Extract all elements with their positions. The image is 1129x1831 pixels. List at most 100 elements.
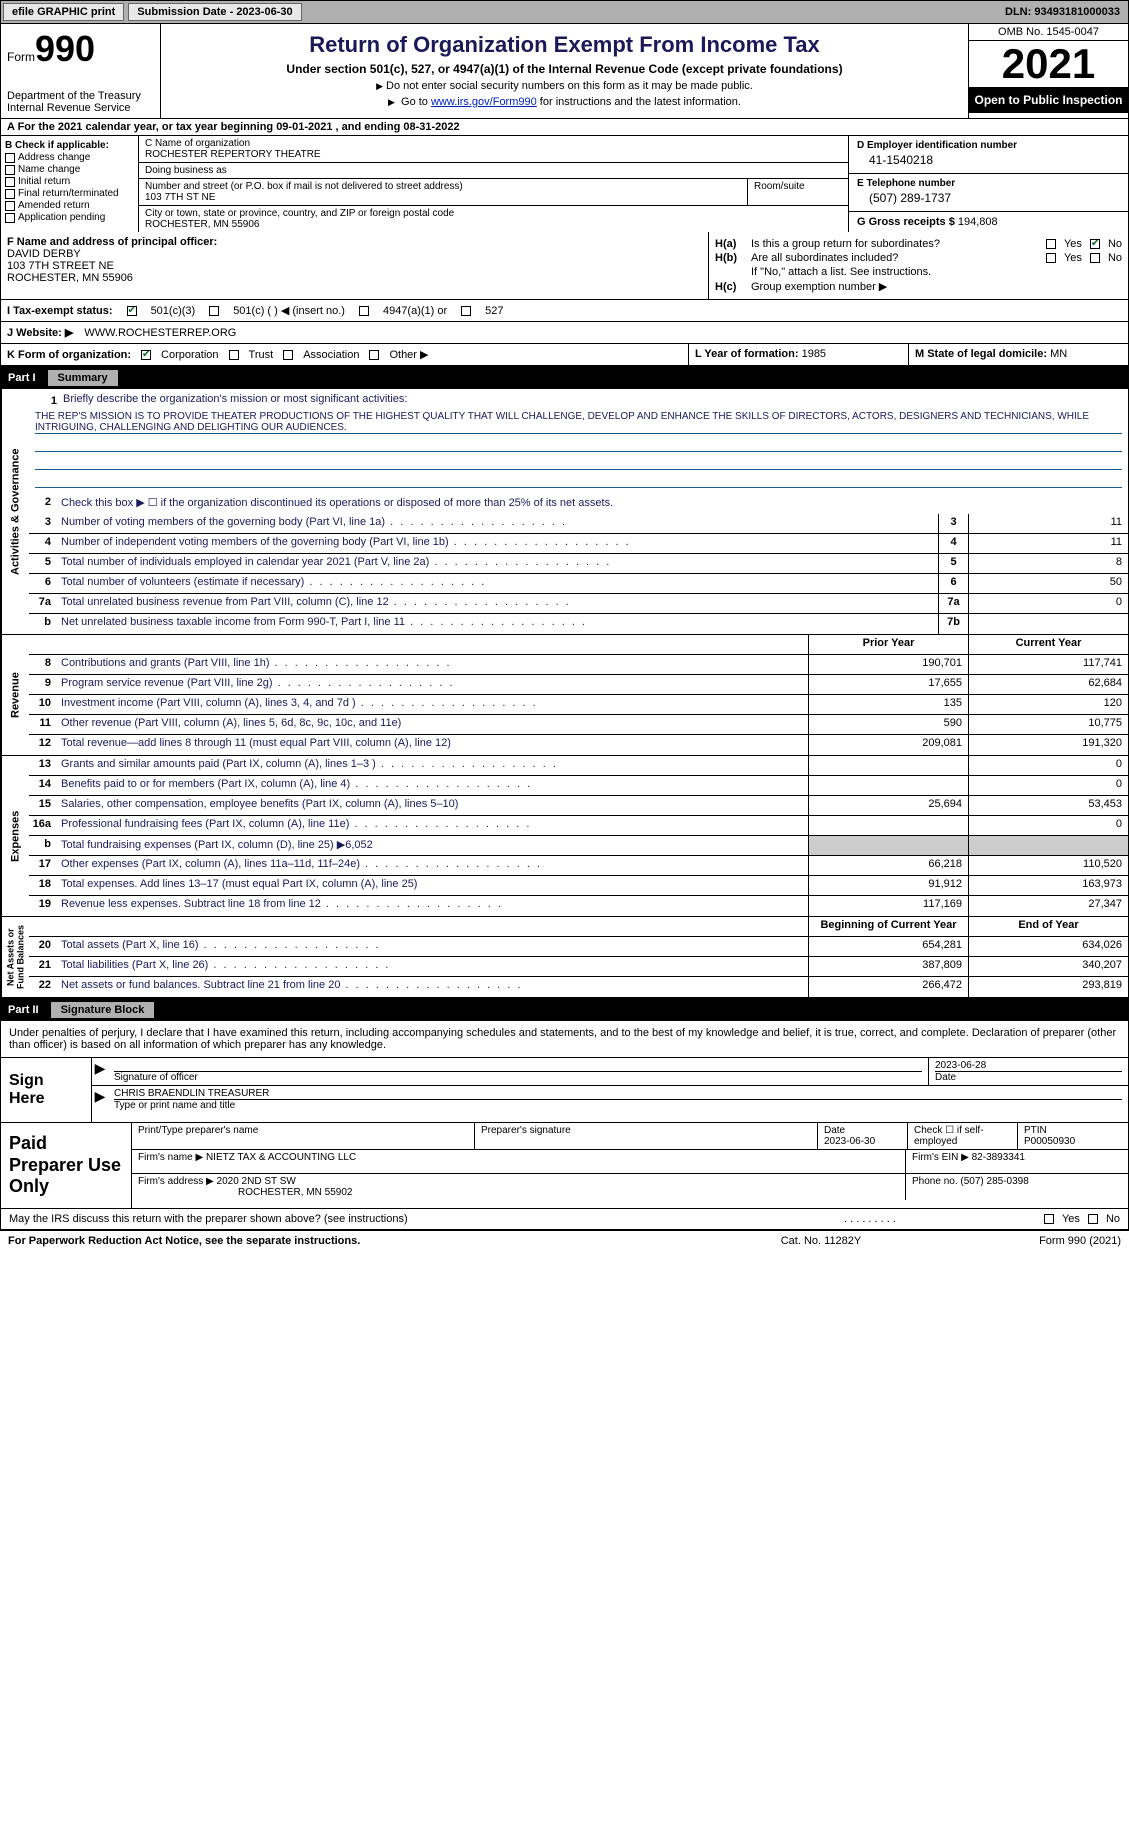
firm-addr-cell: Firm's address ▶ 2020 2ND ST SWROCHESTER… [132, 1174, 906, 1200]
discuss-row: May the IRS discuss this return with the… [0, 1209, 1129, 1230]
line-7b-val [968, 614, 1128, 634]
website-value: WWW.ROCHESTERREP.ORG [84, 327, 236, 339]
vtab-netassets: Net Assets or Fund Balances [1, 917, 29, 997]
chk-application-pending[interactable]: Application pending [5, 212, 134, 223]
street-value: 103 7TH ST NE [145, 192, 741, 203]
opt-other: Other ▶ [389, 348, 428, 361]
chk-final-return[interactable]: Final return/terminated [5, 188, 134, 199]
line-10-curr: 120 [968, 695, 1128, 714]
row-a-period: A For the 2021 calendar year, or tax yea… [0, 119, 1129, 136]
line-9-prior: 17,655 [808, 675, 968, 694]
submission-date-button[interactable]: Submission Date - 2023-06-30 [128, 3, 301, 21]
k-label: K Form of organization: [7, 349, 131, 361]
discuss-yn: Yes No [1044, 1213, 1120, 1225]
org-name-label: C Name of organization [145, 138, 842, 149]
part2-title: Signature Block [51, 1002, 155, 1018]
checkbox-icon[interactable] [461, 306, 471, 316]
line-11-curr: 10,775 [968, 715, 1128, 734]
line-12-curr: 191,320 [968, 735, 1128, 755]
block-fh: F Name and address of principal officer:… [0, 232, 1129, 300]
discuss-text: May the IRS discuss this return with the… [9, 1213, 844, 1225]
checkbox-icon[interactable] [359, 306, 369, 316]
dln-label: DLN: 93493181000033 [1005, 6, 1128, 18]
line-18-prior: 91,912 [808, 876, 968, 895]
efile-print-button[interactable]: efile GRAPHIC print [3, 3, 124, 21]
footer-center: Cat. No. 11282Y [721, 1235, 921, 1247]
line-14: 14Benefits paid to or for members (Part … [29, 776, 1128, 796]
line-7a-val: 0 [968, 594, 1128, 613]
line-9-curr: 62,684 [968, 675, 1128, 694]
h-c-row: H(c) Group exemption number ▶ [715, 280, 1122, 293]
checkbox-icon[interactable] [1046, 253, 1056, 263]
chk-amended[interactable]: Amended return [5, 200, 134, 211]
tax-year: 2021 [969, 41, 1128, 87]
mission-blank3 [35, 472, 1122, 488]
form-prefix: Form [7, 50, 35, 64]
k-org-form: K Form of organization: Corporation Trus… [1, 344, 688, 365]
checkbox-icon[interactable] [1046, 239, 1056, 249]
firm-ein-cell: Firm's EIN ▶ 82-3893341 [906, 1150, 1128, 1173]
footer-right: Form 990 (2021) [921, 1235, 1121, 1247]
room-cell: Room/suite [748, 179, 848, 205]
mission-block: 1Briefly describe the organization's mis… [29, 389, 1128, 494]
checkbox-icon[interactable] [229, 350, 239, 360]
topbar: efile GRAPHIC print Submission Date - 20… [0, 0, 1129, 24]
chk-name-change[interactable]: Name change [5, 164, 134, 175]
line-13-prior [808, 756, 968, 775]
line-14-curr: 0 [968, 776, 1128, 795]
checkbox-checked-icon[interactable] [1090, 239, 1100, 249]
line-11: 11Other revenue (Part VIII, column (A), … [29, 715, 1128, 735]
checkbox-icon [5, 189, 15, 199]
col-h-group: H(a) Is this a group return for subordin… [708, 232, 1128, 299]
line-8: 8Contributions and grants (Part VIII, li… [29, 655, 1128, 675]
checkbox-icon [5, 153, 15, 163]
footer: For Paperwork Reduction Act Notice, see … [0, 1230, 1129, 1251]
checkbox-icon[interactable] [283, 350, 293, 360]
col-c-org: C Name of organization ROCHESTER REPERTO… [139, 136, 848, 232]
sig-row-2: ▶ CHRIS BRAENDLIN TREASURERType or print… [92, 1086, 1128, 1113]
checkbox-icon[interactable] [1044, 1214, 1054, 1224]
line-16b-curr [968, 836, 1128, 855]
expenses-content: 13Grants and similar amounts paid (Part … [29, 756, 1128, 916]
checkbox-icon[interactable] [369, 350, 379, 360]
line-7b: bNet unrelated business taxable income f… [29, 614, 1128, 634]
open-inspection-badge: Open to Public Inspection [969, 87, 1128, 113]
city-label: City or town, state or province, country… [145, 208, 842, 219]
ein-cell: D Employer identification number 41-1540… [849, 136, 1128, 174]
col-d-ids: D Employer identification number 41-1540… [848, 136, 1128, 232]
line-22-e: 293,819 [968, 977, 1128, 997]
ha-yn: Yes No [1046, 238, 1122, 250]
officer-name: DAVID DERBY [7, 248, 702, 260]
sig-date-field: 2023-06-28Date [928, 1058, 1128, 1085]
chk-address-change[interactable]: Address change [5, 152, 134, 163]
ha-question: Is this a group return for subordinates? [751, 238, 1046, 250]
hb-question: Are all subordinates included? [751, 252, 1046, 264]
opt-501c3: 501(c)(3) [151, 305, 196, 317]
checkbox-icon[interactable] [1090, 253, 1100, 263]
room-label: Room/suite [754, 181, 842, 192]
street-label: Number and street (or P.O. box if mail i… [145, 181, 741, 192]
section-net-assets: Net Assets or Fund Balances Beginning of… [0, 917, 1129, 999]
goto-note: Go to www.irs.gov/Form990 for instructio… [169, 96, 960, 108]
line-3: 3Number of voting members of the governi… [29, 514, 1128, 534]
line-6-text: Total number of volunteers (estimate if … [57, 574, 938, 593]
header-mid: Return of Organization Exempt From Incom… [161, 24, 968, 118]
chk-initial-return[interactable]: Initial return [5, 176, 134, 187]
goto-post: for instructions and the latest informat… [537, 96, 741, 108]
state-domicile: MN [1050, 348, 1067, 360]
checkbox-icon[interactable] [1088, 1214, 1098, 1224]
line-11-prior: 590 [808, 715, 968, 734]
chk-label: Final return/terminated [18, 188, 119, 199]
checkbox-checked-icon[interactable] [141, 350, 151, 360]
hc-tag: H(c) [715, 281, 751, 293]
line-20-b: 654,281 [808, 937, 968, 956]
line-5: 5Total number of individuals employed in… [29, 554, 1128, 574]
mission-blank1 [35, 436, 1122, 452]
checkbox-checked-icon[interactable] [127, 306, 137, 316]
line-3-val: 11 [968, 514, 1128, 533]
irs-link[interactable]: www.irs.gov/Form990 [431, 96, 537, 108]
line-19-curr: 27,347 [968, 896, 1128, 916]
line-8-prior: 190,701 [808, 655, 968, 674]
checkbox-icon[interactable] [209, 306, 219, 316]
i-label: I Tax-exempt status: [7, 305, 113, 317]
